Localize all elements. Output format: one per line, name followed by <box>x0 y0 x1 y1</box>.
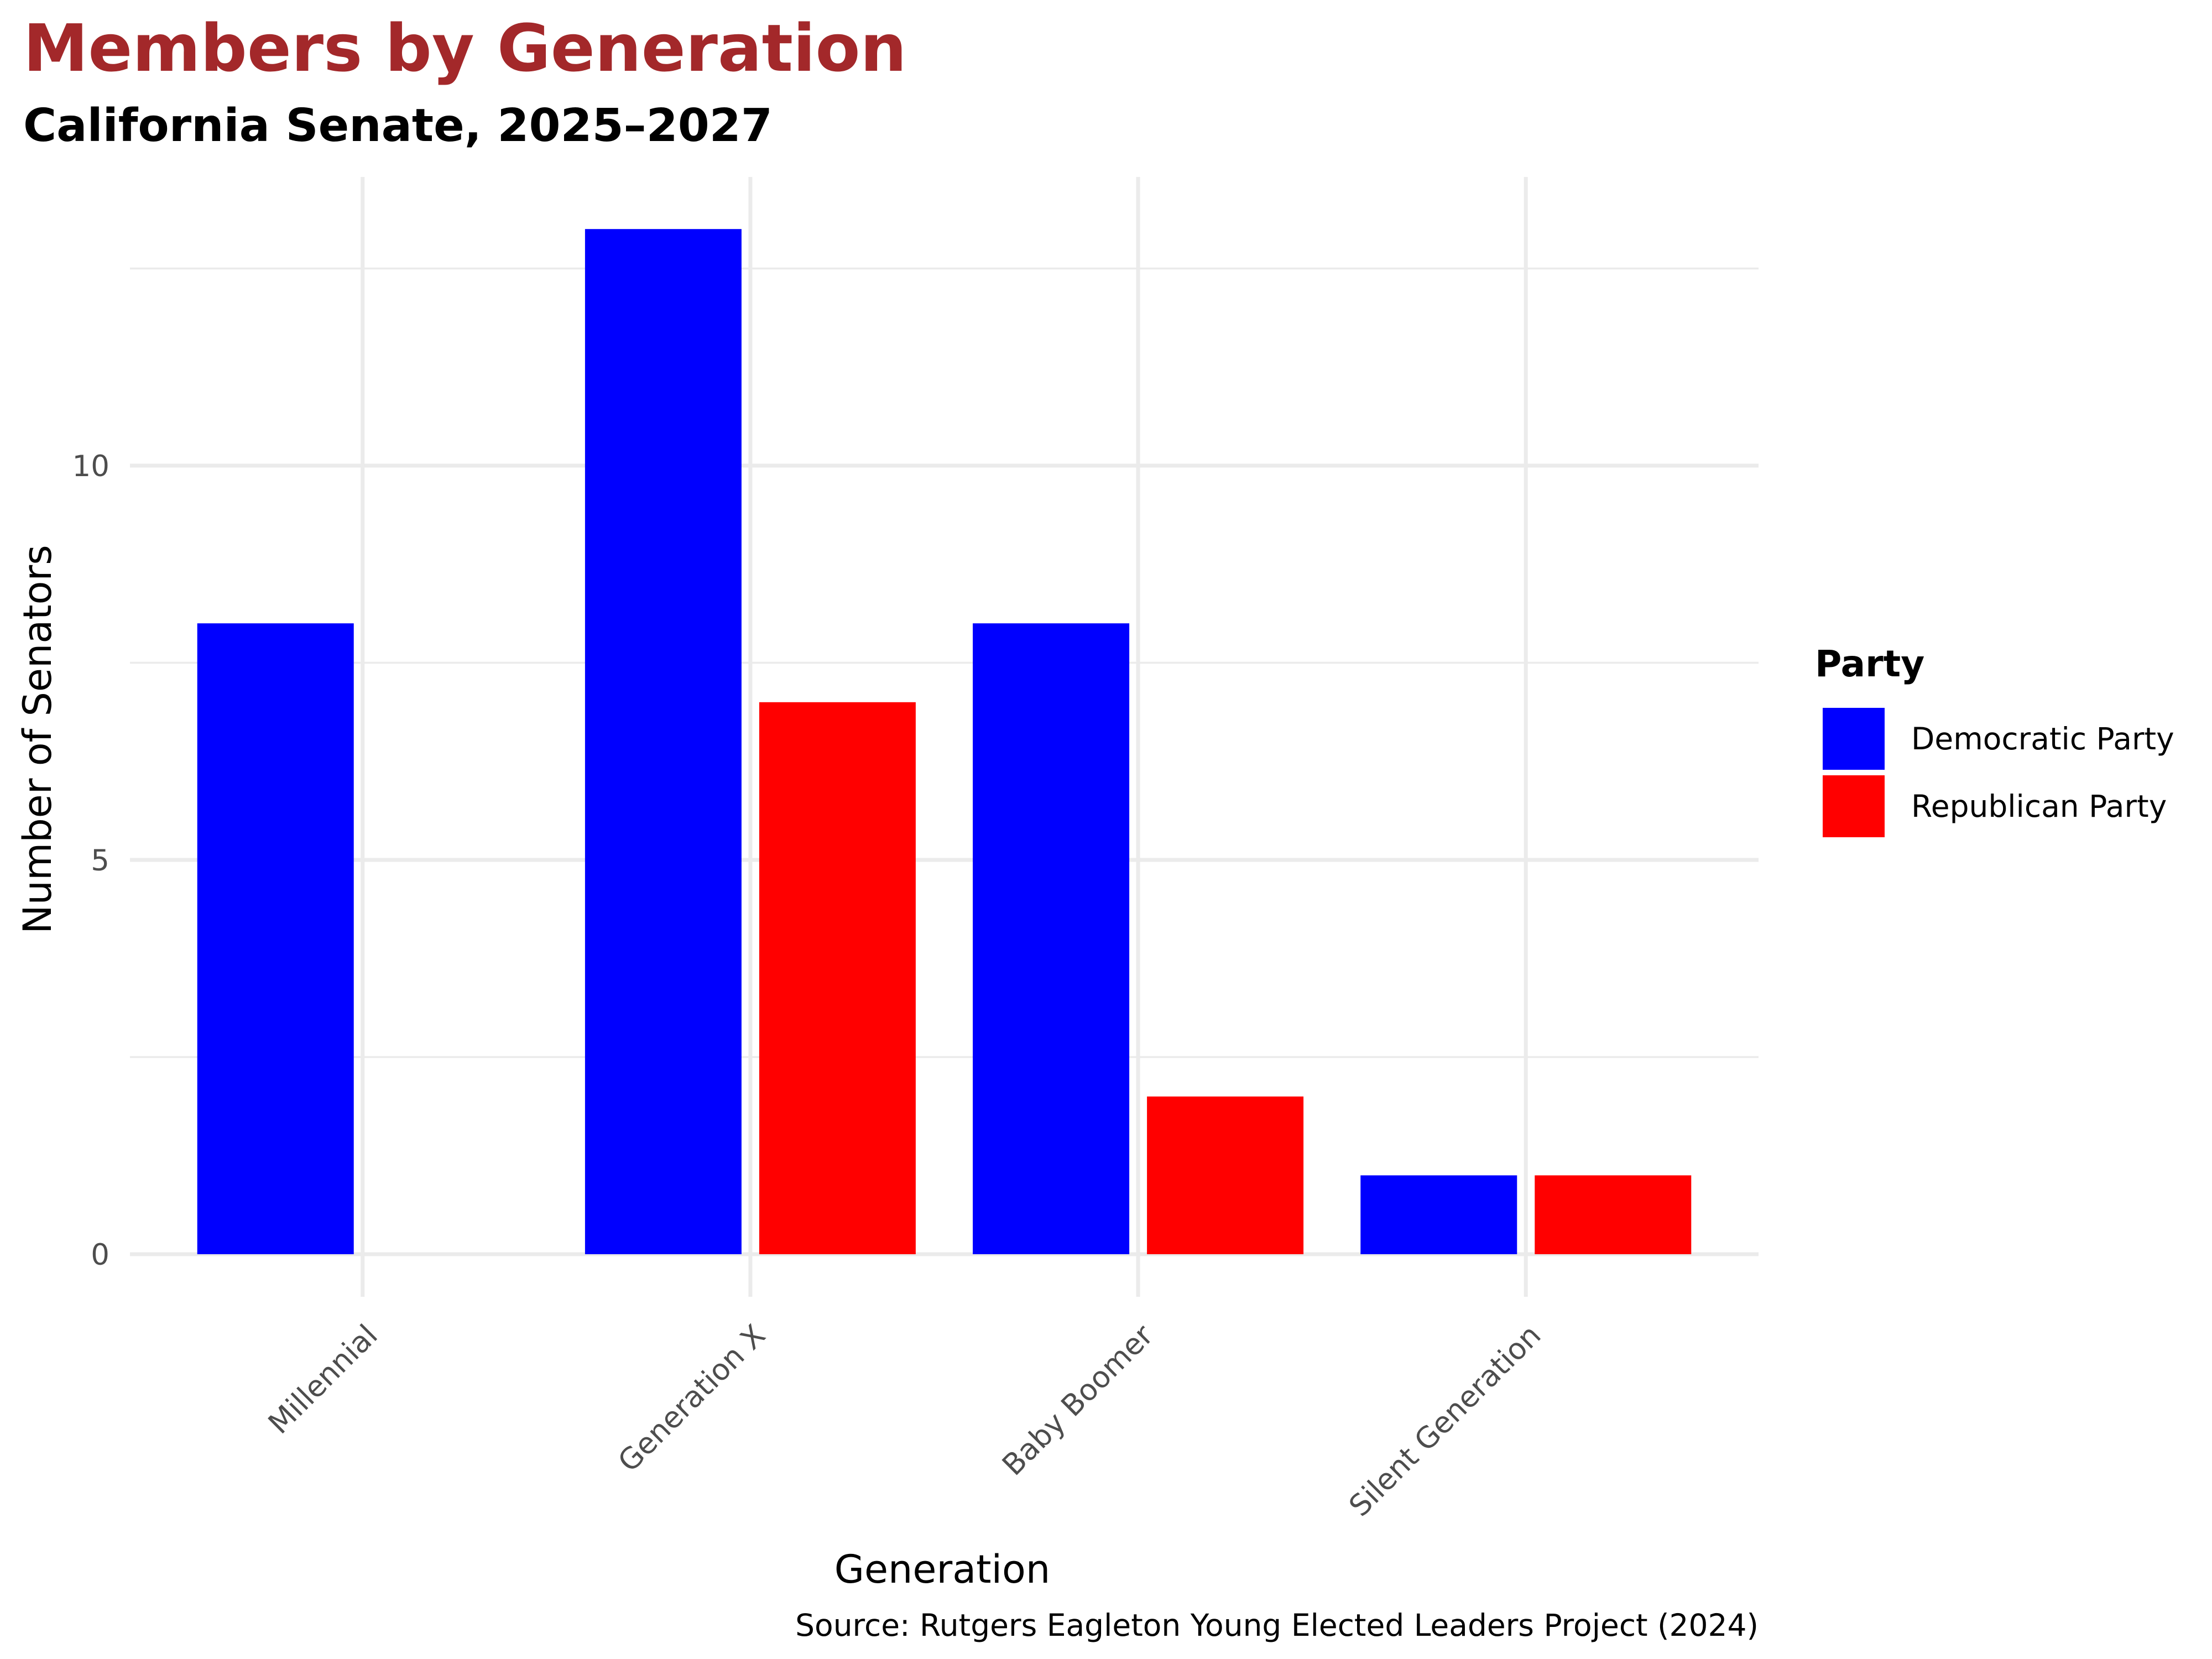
chart-subtitle: California Senate, 2025–2027 <box>23 100 773 152</box>
bars <box>197 229 1692 1255</box>
bar <box>585 229 742 1255</box>
legend-key <box>1823 775 1885 837</box>
legend: Party Democratic Party Republican Party <box>1815 643 2174 837</box>
chart-title: Members by Generation <box>23 10 907 86</box>
legend-label: Democratic Party <box>1911 721 2174 757</box>
x-tick-label: Generation X <box>612 1318 772 1479</box>
x-tick-label: Baby Boomer <box>996 1318 1160 1482</box>
bar <box>1360 1175 1517 1254</box>
bar <box>973 623 1130 1254</box>
bar <box>759 702 916 1254</box>
y-tick-label: 0 <box>91 1238 109 1272</box>
bar <box>1147 1096 1304 1254</box>
grid <box>130 177 1759 1297</box>
y-tick-label: 5 <box>91 844 109 878</box>
y-tick-label: 10 <box>72 450 109 483</box>
y-axis-title: Number of Senators <box>15 545 60 933</box>
legend-label: Republican Party <box>1911 789 2167 824</box>
x-axis-ticks: Millennial Generation X Baby Boomer Silent … <box>262 1318 1548 1523</box>
x-tick-label: Silent Generation <box>1343 1318 1547 1523</box>
bar <box>1535 1175 1692 1254</box>
legend-key <box>1823 708 1885 770</box>
x-axis-title: Generation <box>834 1547 1051 1592</box>
chart-caption: Source: Rutgers Eagleton Young Elected L… <box>795 1608 1759 1643</box>
x-tick-label: Millennial <box>262 1318 384 1441</box>
y-axis-ticks: 0 5 10 <box>72 450 109 1272</box>
bar <box>197 623 354 1254</box>
legend-title: Party <box>1815 643 1924 685</box>
